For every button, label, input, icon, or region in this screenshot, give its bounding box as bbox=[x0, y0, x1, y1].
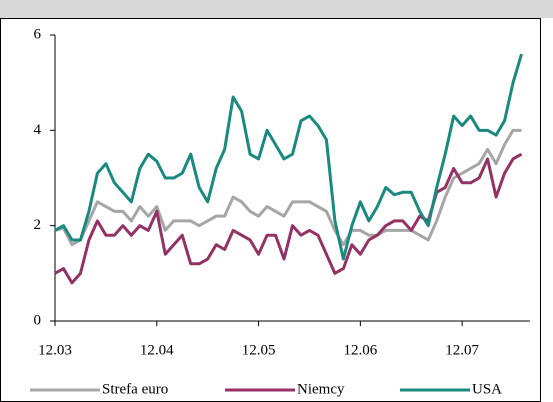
series-line bbox=[54, 53, 523, 261]
legend-label: Niemcy bbox=[297, 381, 345, 397]
series-line bbox=[54, 152, 523, 285]
y-tick-label: 6 bbox=[34, 26, 42, 42]
x-tick-label: 12.07 bbox=[445, 342, 479, 358]
y-tick-label: 2 bbox=[34, 217, 42, 233]
x-tick-label: 12.05 bbox=[242, 342, 276, 358]
y-tick-label: 0 bbox=[34, 312, 42, 328]
x-tick-label: 12.04 bbox=[140, 342, 174, 358]
x-tick-label: 12.06 bbox=[343, 342, 377, 358]
header-band bbox=[0, 0, 553, 18]
x-tick-label: 12.03 bbox=[38, 342, 72, 358]
legend-label: USA bbox=[472, 381, 502, 397]
y-tick-label: 4 bbox=[34, 122, 42, 138]
legend-label: Strefa euro bbox=[102, 381, 168, 397]
series-line bbox=[54, 128, 522, 247]
